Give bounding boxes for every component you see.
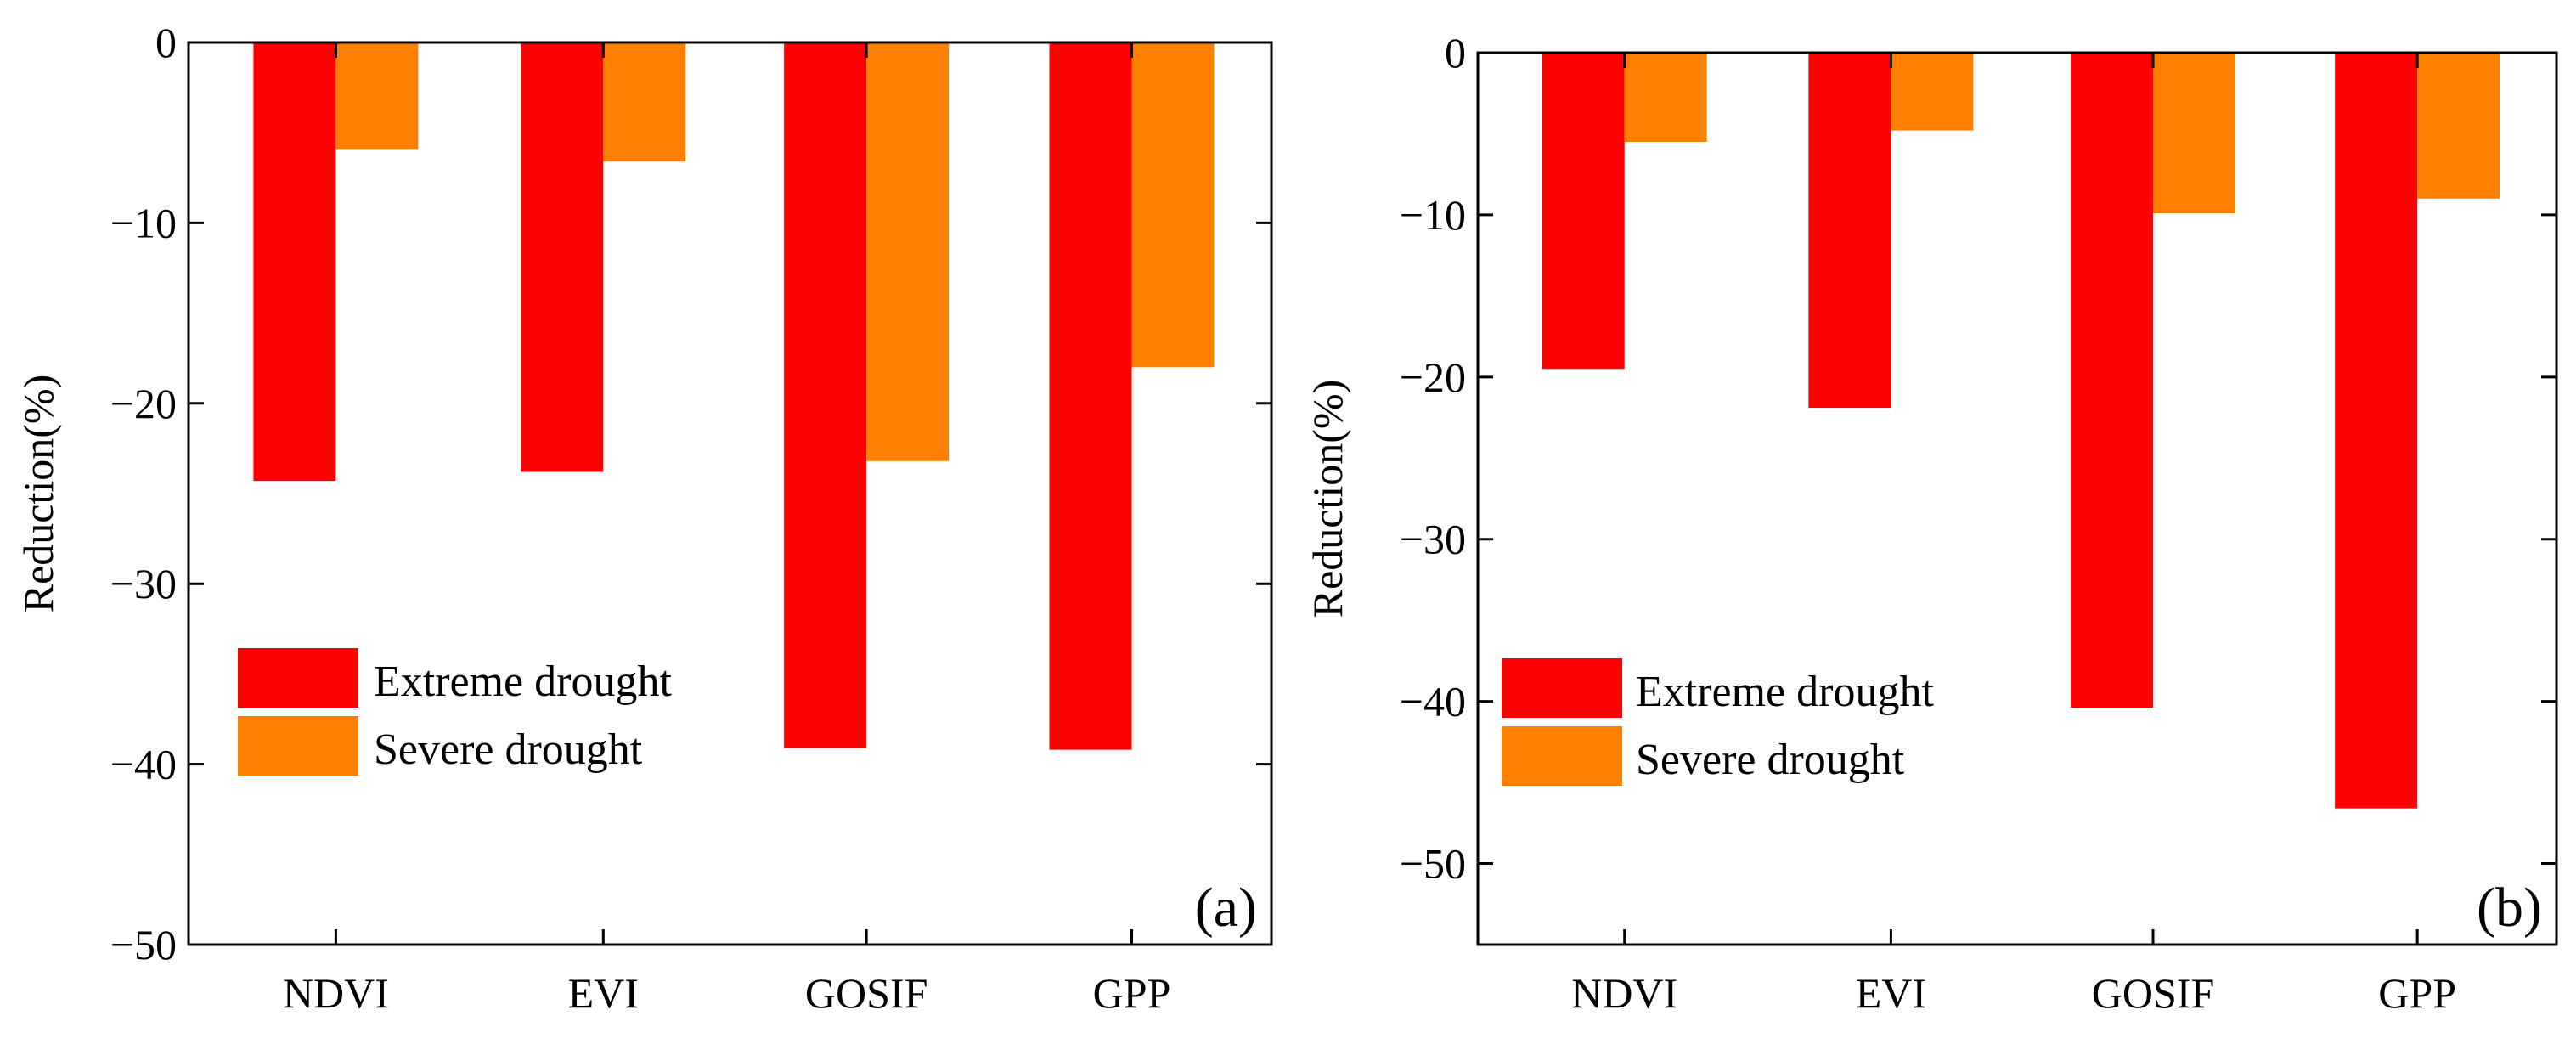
- bar-severe-evi: [1891, 53, 1974, 131]
- bar-severe-evi: [603, 42, 686, 162]
- bar-extreme-ndvi: [253, 42, 336, 482]
- y-tick-label: 0: [1445, 29, 1466, 76]
- chart-panel-a: 0 −10 −20 −30 −40 −50 NDVI EVI GOSIF GPP Reduction…: [14, 19, 1273, 1017]
- y-tick-label: −50: [110, 921, 177, 968]
- y-tick-label: −20: [110, 380, 177, 427]
- x-tick-label-evi: EVI: [1856, 969, 1926, 1017]
- x-tick-label-gosif: GOSIF: [805, 969, 927, 1017]
- x-tick-label-gosif: GOSIF: [2092, 969, 2214, 1017]
- y-tick-label: −20: [1400, 353, 1466, 401]
- y-tick-label: −50: [1400, 840, 1466, 888]
- bar-extreme-evi: [521, 42, 604, 472]
- bar-severe-gosif: [866, 42, 950, 461]
- legend-label-extreme: Extreme drought: [374, 657, 672, 706]
- panel-label: (b): [2477, 877, 2542, 939]
- legend-swatch-severe: [1502, 726, 1622, 786]
- y-tick-label: −10: [1400, 191, 1466, 239]
- y-axis-label: Reduction(%): [1304, 380, 1351, 618]
- legend-label-extreme: Extreme drought: [1636, 668, 1934, 716]
- x-tick-label-ndvi: NDVI: [1571, 969, 1677, 1017]
- y-tick-label: 0: [155, 19, 177, 66]
- panel-label: (a): [1195, 877, 1257, 939]
- y-tick-label: −40: [1400, 678, 1466, 725]
- x-tick-label-gpp: GPP: [1093, 969, 1171, 1017]
- legend-label-severe: Severe drought: [1636, 736, 1905, 784]
- y-tick-label: −10: [110, 199, 177, 246]
- bar-severe-gosif: [2153, 53, 2236, 213]
- bar-extreme-gosif: [784, 42, 867, 748]
- legend-swatch-extreme: [238, 648, 358, 708]
- legend-swatch-extreme: [1502, 658, 1622, 718]
- bar-extreme-gpp: [1049, 42, 1132, 750]
- bar-severe-ndvi: [335, 42, 419, 150]
- bar-severe-gpp: [2417, 53, 2500, 199]
- bar-severe-ndvi: [1624, 53, 1707, 142]
- y-tick-label: −30: [110, 560, 177, 607]
- legend-label-severe: Severe drought: [374, 725, 643, 774]
- x-tick-label-evi: EVI: [568, 969, 639, 1017]
- bar-extreme-gosif: [2071, 53, 2154, 708]
- plot-frame: [187, 41, 1273, 946]
- y-axis-label: Reduction(%): [14, 375, 62, 612]
- chart-panel-b: 0 −10 −20 −30 −40 −50 NDVI EVI GOSIF GPP Reduction…: [1304, 29, 2558, 1017]
- bar-severe-gpp: [1131, 42, 1215, 368]
- bar-extreme-gpp: [2335, 53, 2418, 809]
- y-tick-label: −30: [1400, 516, 1466, 563]
- bar-extreme-evi: [1808, 53, 1891, 409]
- plot-frame: [1476, 51, 2558, 946]
- y-tick-label: −40: [110, 741, 177, 788]
- x-tick-label-gpp: GPP: [2378, 969, 2456, 1017]
- legend-swatch-severe: [238, 716, 358, 776]
- x-tick-label-ndvi: NDVI: [283, 969, 389, 1017]
- bar-extreme-ndvi: [1542, 53, 1625, 370]
